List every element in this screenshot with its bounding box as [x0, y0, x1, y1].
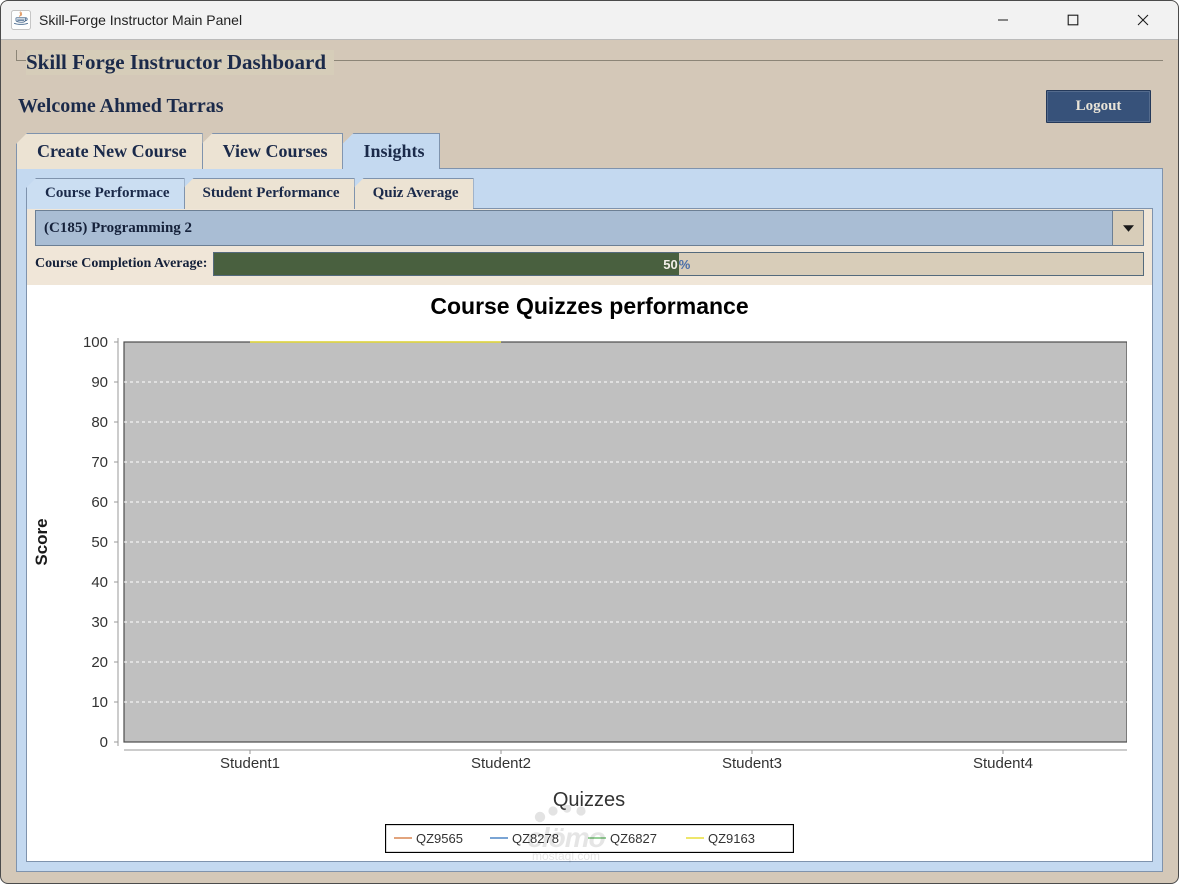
svg-text:30: 30	[91, 614, 108, 631]
svg-text:Score: Score	[32, 518, 51, 565]
svg-text:QZ9163: QZ9163	[708, 831, 755, 846]
svg-text:20: 20	[91, 654, 108, 671]
svg-text:80: 80	[91, 414, 108, 431]
svg-text:50: 50	[91, 534, 108, 551]
svg-text:QZ9565: QZ9565	[416, 831, 463, 846]
svg-text:70: 70	[91, 454, 108, 471]
svg-text:Student2: Student2	[471, 755, 531, 772]
svg-text:0: 0	[100, 734, 108, 751]
svg-text:QZ8278: QZ8278	[512, 831, 559, 846]
svg-text:90: 90	[91, 374, 108, 391]
svg-text:60: 60	[91, 494, 108, 511]
svg-text:QZ6827: QZ6827	[610, 831, 657, 846]
svg-text:Student3: Student3	[722, 755, 782, 772]
svg-text:100: 100	[83, 334, 108, 351]
svg-text:40: 40	[91, 574, 108, 591]
svg-text:Student4: Student4	[973, 755, 1033, 772]
svg-text:Quizzes: Quizzes	[553, 789, 625, 811]
svg-text:Student1: Student1	[220, 755, 280, 772]
svg-text:10: 10	[91, 694, 108, 711]
